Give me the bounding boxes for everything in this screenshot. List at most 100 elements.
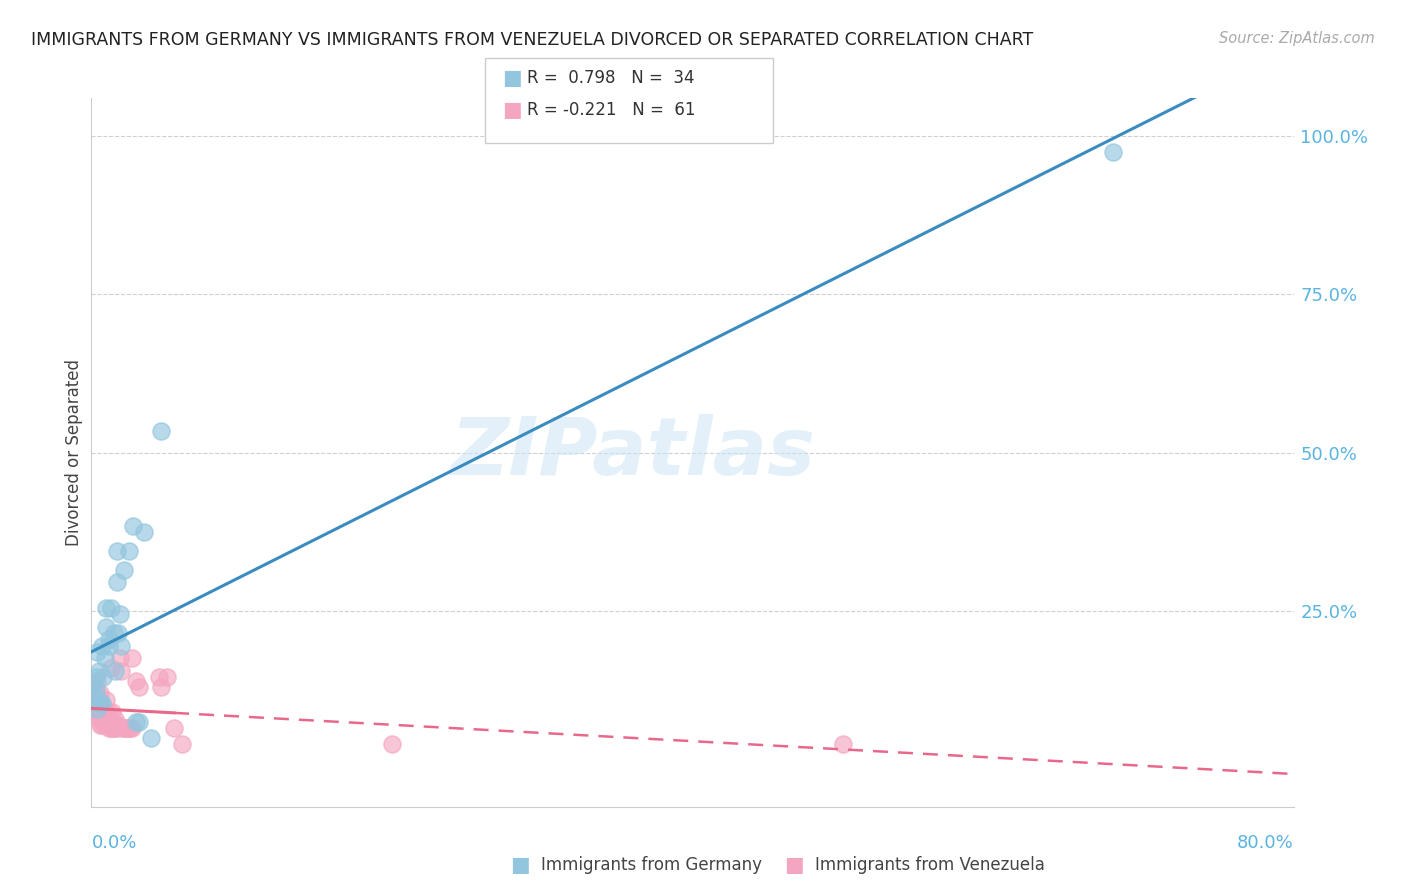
Point	[94, 706, 117, 720]
Point	[114, 563, 136, 577]
Point	[82, 686, 104, 700]
Point	[89, 718, 111, 732]
Point	[86, 702, 108, 716]
Point	[87, 698, 110, 713]
Text: ■: ■	[510, 855, 530, 875]
Point	[87, 696, 110, 710]
Text: Source: ZipAtlas.com: Source: ZipAtlas.com	[1219, 31, 1375, 46]
Point	[118, 544, 141, 558]
Text: R =  0.798   N =  34: R = 0.798 N = 34	[527, 69, 695, 87]
Point	[93, 712, 115, 726]
Point	[100, 661, 122, 675]
Point	[122, 518, 145, 533]
Point	[104, 712, 127, 726]
Point	[98, 721, 121, 735]
Point	[111, 721, 134, 735]
Y-axis label: Divorced or Separated: Divorced or Separated	[65, 359, 83, 546]
Point	[105, 575, 128, 590]
Point	[149, 424, 172, 438]
Point	[97, 718, 120, 732]
Point	[121, 721, 143, 735]
Point	[104, 721, 127, 735]
Point	[93, 698, 115, 713]
Point	[83, 692, 105, 706]
Point	[103, 721, 125, 735]
Point	[97, 706, 120, 720]
Point	[120, 721, 142, 735]
Point	[98, 712, 121, 726]
Point	[84, 683, 107, 698]
Point	[84, 670, 107, 684]
Point	[103, 626, 125, 640]
Point	[89, 706, 111, 720]
Point	[128, 714, 150, 729]
Point	[121, 651, 143, 665]
Text: ■: ■	[502, 68, 522, 87]
Point	[90, 696, 112, 710]
Point	[114, 721, 136, 735]
Point	[105, 544, 128, 558]
Point	[90, 639, 112, 653]
Point	[96, 692, 118, 706]
Point	[84, 686, 107, 700]
Point	[90, 718, 112, 732]
Text: R = -0.221   N =  61: R = -0.221 N = 61	[527, 101, 696, 119]
Point	[107, 626, 129, 640]
Point	[87, 706, 110, 720]
Point	[101, 721, 124, 735]
Point	[100, 721, 122, 735]
Point	[96, 620, 118, 634]
Text: IMMIGRANTS FROM GERMANY VS IMMIGRANTS FROM VENEZUELA DIVORCED OR SEPARATED CORRE: IMMIGRANTS FROM GERMANY VS IMMIGRANTS FR…	[31, 31, 1033, 49]
Point	[103, 718, 125, 732]
Point	[90, 706, 112, 720]
Point	[96, 712, 118, 726]
Point	[98, 639, 121, 653]
Text: Immigrants from Germany: Immigrants from Germany	[541, 856, 762, 874]
Point	[84, 692, 107, 706]
Point	[125, 673, 148, 688]
Text: 0.0%: 0.0%	[91, 834, 136, 852]
Point	[1102, 145, 1125, 159]
Point	[104, 664, 127, 678]
Text: Immigrants from Venezuela: Immigrants from Venezuela	[815, 856, 1045, 874]
Point	[100, 600, 122, 615]
Point	[101, 706, 124, 720]
Text: ZIPatlas: ZIPatlas	[450, 414, 815, 491]
Point	[86, 698, 108, 713]
Point	[149, 680, 172, 694]
Point	[110, 664, 132, 678]
Point	[96, 600, 118, 615]
Point	[82, 677, 104, 691]
Point	[128, 680, 150, 694]
Point	[107, 718, 129, 732]
Point	[83, 702, 105, 716]
Point	[82, 696, 104, 710]
Point	[94, 718, 117, 732]
Point	[98, 632, 121, 647]
Point	[86, 673, 108, 688]
Text: ■: ■	[785, 855, 804, 875]
Point	[86, 686, 108, 700]
Point	[141, 731, 163, 745]
Point	[132, 524, 155, 539]
Point	[84, 706, 107, 720]
Point	[87, 664, 110, 678]
Point	[117, 721, 139, 735]
Point	[82, 702, 104, 716]
Point	[87, 712, 110, 726]
Point	[115, 721, 138, 735]
Point	[86, 645, 108, 659]
Point	[93, 670, 115, 684]
Point	[831, 737, 853, 751]
Point	[381, 737, 404, 751]
Point	[163, 721, 186, 735]
Point	[118, 721, 141, 735]
Point	[148, 670, 170, 684]
Point	[83, 690, 105, 704]
Text: 80.0%: 80.0%	[1237, 834, 1294, 852]
Point	[90, 712, 112, 726]
Point	[105, 718, 128, 732]
Point	[125, 714, 148, 729]
Point	[107, 721, 129, 735]
Text: ■: ■	[502, 100, 522, 120]
